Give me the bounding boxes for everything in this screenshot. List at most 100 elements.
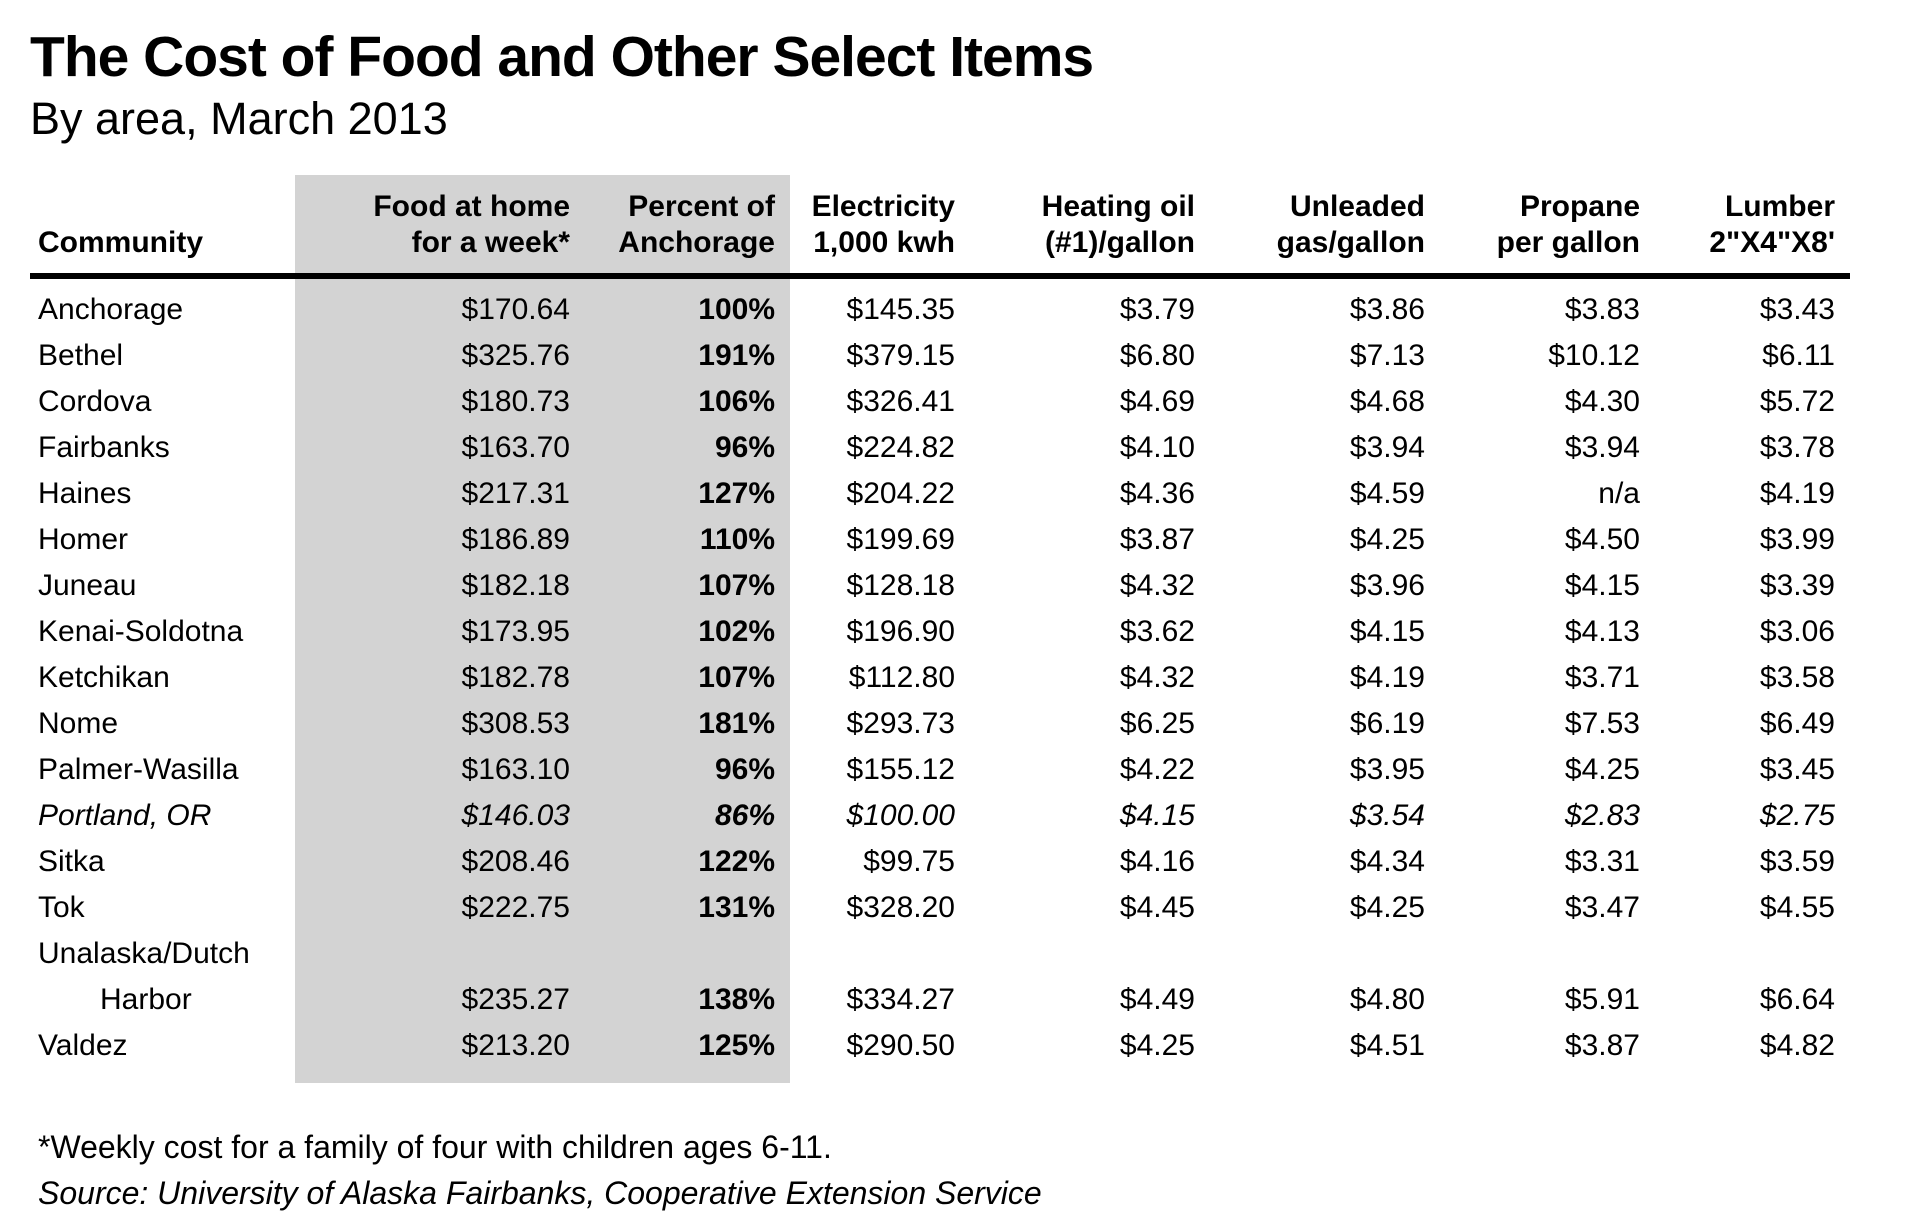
cell-food: $163.10 bbox=[295, 746, 585, 793]
cost-table: Community Food at home for a week* Percent … bbox=[30, 175, 1850, 1083]
cell-unleaded: $4.59 bbox=[1349, 476, 1425, 510]
table-row: Portland, OR $146.03 86% $100.00 $4.15 $3.54 $… bbox=[30, 792, 1850, 839]
cell-percent: 110% bbox=[585, 516, 790, 563]
cell-propane: $3.87 bbox=[1564, 1028, 1640, 1062]
cell-food: $163.70 bbox=[295, 424, 585, 471]
footnote-weekly-cost: *Weekly cost for a family of four with c… bbox=[38, 1128, 832, 1165]
cell-community: Sitka bbox=[38, 844, 105, 878]
cell-lumber: $3.06 bbox=[1759, 614, 1835, 648]
cell-unleaded: $4.25 bbox=[1349, 890, 1425, 924]
table-row: Juneau $182.18 107% $128.18 $4.32 $3.96 $4.15 $… bbox=[30, 562, 1850, 609]
table-row: Kenai-Soldotna $173.95 102% $196.90 $3.62 $4.… bbox=[30, 608, 1850, 655]
cell-lumber: $3.39 bbox=[1759, 568, 1835, 602]
table-body: Anchorage $170.64 100% $145.35 $3.79 $3.86 $3.… bbox=[30, 275, 1850, 1083]
table-row: Cordova $180.73 106% $326.41 $4.69 $4.68 $4.30… bbox=[30, 378, 1850, 425]
cell-electricity: $145.35 bbox=[846, 292, 955, 326]
cell-percent: 191% bbox=[585, 332, 790, 379]
column-header-electricity: Electricity 1,000 kwh bbox=[811, 190, 955, 259]
cell-community: Juneau bbox=[38, 568, 137, 602]
cell-unleaded: $3.94 bbox=[1349, 430, 1425, 464]
column-header-heating_oil: Heating oil (#1)/gallon bbox=[1041, 190, 1195, 259]
cell-lumber: $3.58 bbox=[1759, 660, 1835, 694]
table-row: Sitka $208.46 122% $99.75 $4.16 $4.34 $3.31 $3.… bbox=[30, 838, 1850, 885]
cell-electricity: $196.90 bbox=[846, 614, 955, 648]
cell-community: Fairbanks bbox=[38, 430, 170, 464]
cell-community: Anchorage bbox=[38, 292, 184, 326]
cell-heating_oil: $4.15 bbox=[1119, 798, 1195, 832]
cell-food: $146.03 bbox=[295, 792, 585, 839]
cell-propane: n/a bbox=[1598, 476, 1640, 510]
cell-lumber: $4.19 bbox=[1759, 476, 1835, 510]
cell-food: $222.75 bbox=[295, 884, 585, 931]
cell-food: $182.78 bbox=[295, 654, 585, 701]
cell-propane: $10.12 bbox=[1548, 338, 1640, 372]
cell-lumber: $3.59 bbox=[1759, 844, 1835, 878]
community-wrapped-line: Harbor bbox=[100, 982, 192, 1016]
table-row: Palmer-Wasilla $163.10 96% $155.12 $4.22 $3.9… bbox=[30, 746, 1850, 793]
column-header-community: Community bbox=[38, 225, 203, 259]
cell-heating_oil: $6.80 bbox=[1119, 338, 1195, 372]
table-row: Haines $217.31 127% $204.22 $4.36 $4.59 n/a $4.… bbox=[30, 470, 1850, 517]
cell-lumber: $3.45 bbox=[1759, 752, 1835, 786]
cell-propane: $4.15 bbox=[1564, 568, 1640, 602]
column-header-food: Food at home for a week* bbox=[295, 175, 585, 276]
cell-community: Unalaska/Dutch Harbor bbox=[38, 936, 250, 1016]
cell-propane: $3.83 bbox=[1564, 292, 1640, 326]
cell-propane: $2.83 bbox=[1564, 798, 1640, 832]
cell-unleaded: $7.13 bbox=[1349, 338, 1425, 372]
table-row: Ketchikan $182.78 107% $112.80 $4.32 $4.19 $3.… bbox=[30, 654, 1850, 701]
cell-community: Homer bbox=[38, 522, 129, 556]
cell-community: Bethel bbox=[38, 338, 124, 372]
cell-community: Kenai-Soldotna bbox=[38, 614, 244, 648]
cell-food: $208.46 bbox=[295, 838, 585, 885]
cell-food: $173.95 bbox=[295, 608, 585, 655]
cell-percent: 125% bbox=[585, 1022, 790, 1083]
cell-lumber: $6.64 bbox=[1759, 982, 1835, 1016]
cell-percent: 122% bbox=[585, 838, 790, 885]
cell-unleaded: $4.15 bbox=[1349, 614, 1425, 648]
source-note: Source: University of Alaska Fairbanks, … bbox=[38, 1174, 1042, 1211]
cell-unleaded: $4.51 bbox=[1349, 1028, 1425, 1062]
cell-propane: $5.91 bbox=[1564, 982, 1640, 1016]
cell-electricity: $328.20 bbox=[846, 890, 955, 924]
cell-unleaded: $4.80 bbox=[1349, 982, 1425, 1016]
column-header-unleaded: Unleaded gas/gallon bbox=[1276, 190, 1425, 259]
cell-percent: 96% bbox=[585, 424, 790, 471]
cell-percent: 96% bbox=[585, 746, 790, 793]
cell-community: Ketchikan bbox=[38, 660, 170, 694]
cell-heating_oil: $4.22 bbox=[1119, 752, 1195, 786]
cell-electricity: $100.00 bbox=[846, 798, 955, 832]
cell-food: $217.31 bbox=[295, 470, 585, 517]
cell-percent: 107% bbox=[585, 654, 790, 701]
cell-food: $170.64 bbox=[295, 275, 585, 333]
cell-unleaded: $4.68 bbox=[1349, 384, 1425, 418]
cell-propane: $3.47 bbox=[1564, 890, 1640, 924]
cell-lumber: $2.75 bbox=[1759, 798, 1835, 832]
cell-heating_oil: $4.45 bbox=[1119, 890, 1195, 924]
cell-community: Nome bbox=[38, 706, 119, 740]
cell-propane: $4.25 bbox=[1564, 752, 1640, 786]
cell-electricity: $155.12 bbox=[846, 752, 955, 786]
cell-community: Portland, OR bbox=[38, 798, 212, 832]
cell-lumber: $5.72 bbox=[1759, 384, 1835, 418]
page-title: The Cost of Food and Other Select Items bbox=[30, 25, 1094, 89]
cell-heating_oil: $4.32 bbox=[1119, 660, 1195, 694]
cell-unleaded: $3.86 bbox=[1349, 292, 1425, 326]
cell-unleaded: $3.95 bbox=[1349, 752, 1425, 786]
table-row: Bethel $325.76 191% $379.15 $6.80 $7.13 $10.12… bbox=[30, 332, 1850, 379]
cell-propane: $3.31 bbox=[1564, 844, 1640, 878]
cell-percent: 131% bbox=[585, 884, 790, 931]
cell-unleaded: $3.54 bbox=[1349, 798, 1425, 832]
cell-food: $325.76 bbox=[295, 332, 585, 379]
cell-heating_oil: $4.10 bbox=[1119, 430, 1195, 464]
cell-electricity: $128.18 bbox=[846, 568, 955, 602]
cell-unleaded: $3.96 bbox=[1349, 568, 1425, 602]
header-row: Community Food at home for a week* Percent … bbox=[30, 175, 1850, 276]
cell-electricity: $199.69 bbox=[846, 522, 955, 556]
table-row: Unalaska/Dutch Harbor $235.27 138% $334.27 $4… bbox=[30, 930, 1850, 1023]
cell-percent: 138% bbox=[585, 930, 790, 1023]
cell-heating_oil: $6.25 bbox=[1119, 706, 1195, 740]
cell-electricity: $224.82 bbox=[846, 430, 955, 464]
cell-food: $186.89 bbox=[295, 516, 585, 563]
